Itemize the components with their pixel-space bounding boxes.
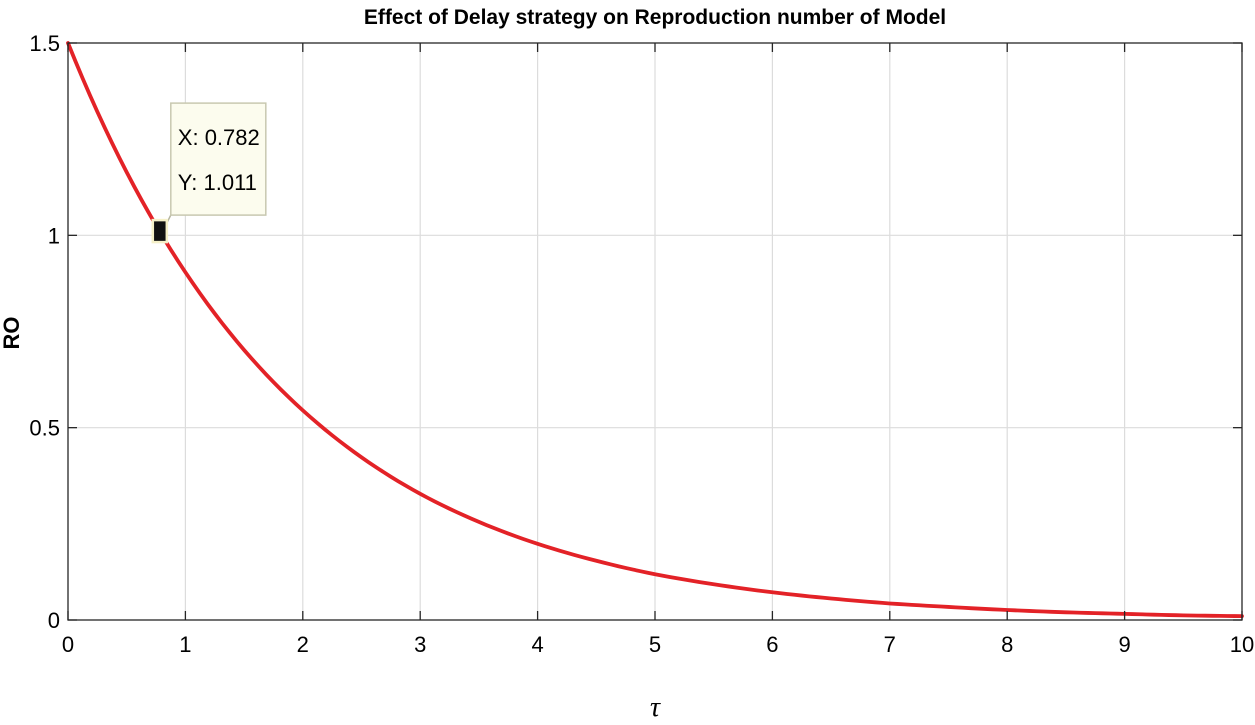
x-tick-label-10: 10 [1230, 632, 1254, 657]
x-tick-label-6: 6 [766, 632, 778, 657]
grid [68, 43, 1242, 620]
x-tick-label-7: 7 [884, 632, 896, 657]
data-tip-x-text: X: 0.782 [178, 125, 260, 150]
y-tick-label-1: 0.5 [29, 416, 60, 441]
y-axis-label: RO [0, 317, 24, 350]
series-line-0 [66, 41, 1244, 619]
x-tick-label-2: 2 [297, 632, 309, 657]
y-tick-label-2: 1 [48, 223, 60, 248]
tick-labels: 0 1 2 3 4 5 6 7 8 9 10 0 0.5 1 1.5 [29, 31, 1254, 657]
ticks [67, 42, 1243, 621]
x-tick-label-0: 0 [62, 632, 74, 657]
x-tick-label-5: 5 [649, 632, 661, 657]
y-tick-label-3: 1.5 [29, 31, 60, 56]
y-tick-label-0: 0 [48, 608, 60, 633]
x-tick-label-9: 9 [1118, 632, 1130, 657]
data-tip-y-text: Y: 1.011 [178, 170, 257, 195]
x-tick-label-8: 8 [1001, 632, 1013, 657]
chart-title: Effect of Delay strategy on Reproduction… [364, 6, 946, 29]
data-tip-marker [151, 218, 169, 244]
x-tick-label-1: 1 [179, 632, 191, 657]
series-layer [66, 41, 1244, 619]
x-tick-label-4: 4 [531, 632, 543, 657]
x-axis-label: τ [650, 692, 661, 723]
data-tip: X: 0.782 Y: 1.011 [151, 102, 267, 244]
x-tick-label-3: 3 [414, 632, 426, 657]
data-tip-box [170, 102, 267, 216]
